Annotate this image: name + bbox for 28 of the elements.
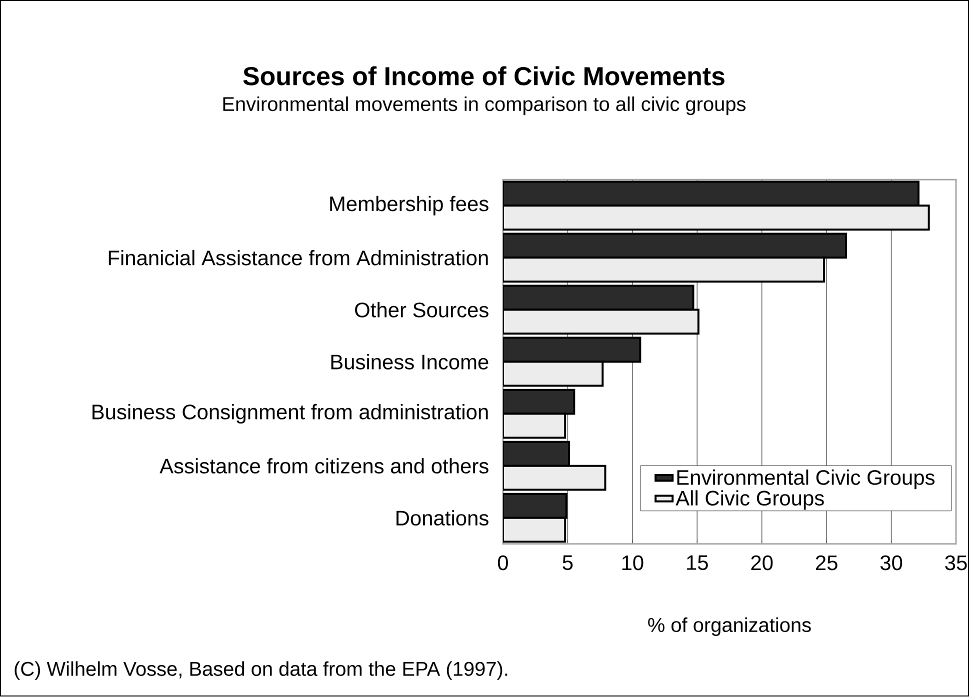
x-tick-label: 10 xyxy=(622,556,644,570)
x-tick-label: 20 xyxy=(751,556,773,570)
y-tick-label: Business Income xyxy=(331,354,488,370)
y-tick-label: Finanicial Assistance from Administration xyxy=(108,250,488,266)
bar xyxy=(502,232,847,259)
x-tick-label: 35 xyxy=(945,556,967,570)
x-tick-label: 0 xyxy=(498,556,508,570)
x-tick-label: 25 xyxy=(816,556,838,570)
bar xyxy=(502,360,604,387)
x-tick-label: 5 xyxy=(562,556,573,570)
text: (C) Wilhelm Vosse, Based on data from the EPA (1997). xyxy=(14,662,508,680)
bar xyxy=(502,465,606,491)
legend-label: All Civic Groups xyxy=(676,490,824,510)
chart-subtitle: Environmental movements in comparison to all civic groups xyxy=(223,96,746,116)
x-tick-label: 15 xyxy=(687,556,708,570)
x-tick-label: 30 xyxy=(880,556,902,570)
y-tick-label: Assistance from citizens and others xyxy=(160,458,488,474)
bar xyxy=(502,256,825,283)
legend-label: Environmental Civic Groups xyxy=(677,470,935,490)
y-tick-label: Donations xyxy=(396,510,488,526)
chart-title: Sources of Income of Civic Movements xyxy=(243,66,724,86)
bar xyxy=(502,337,642,363)
bar xyxy=(502,204,930,231)
y-tick-label: Business Consignment from administration xyxy=(92,404,488,424)
y-tick-label: Membership fees xyxy=(330,196,488,216)
x-axis-title: % of organizations xyxy=(648,618,811,636)
bar xyxy=(502,308,700,335)
y-tick-label: Other Sources xyxy=(355,302,488,318)
